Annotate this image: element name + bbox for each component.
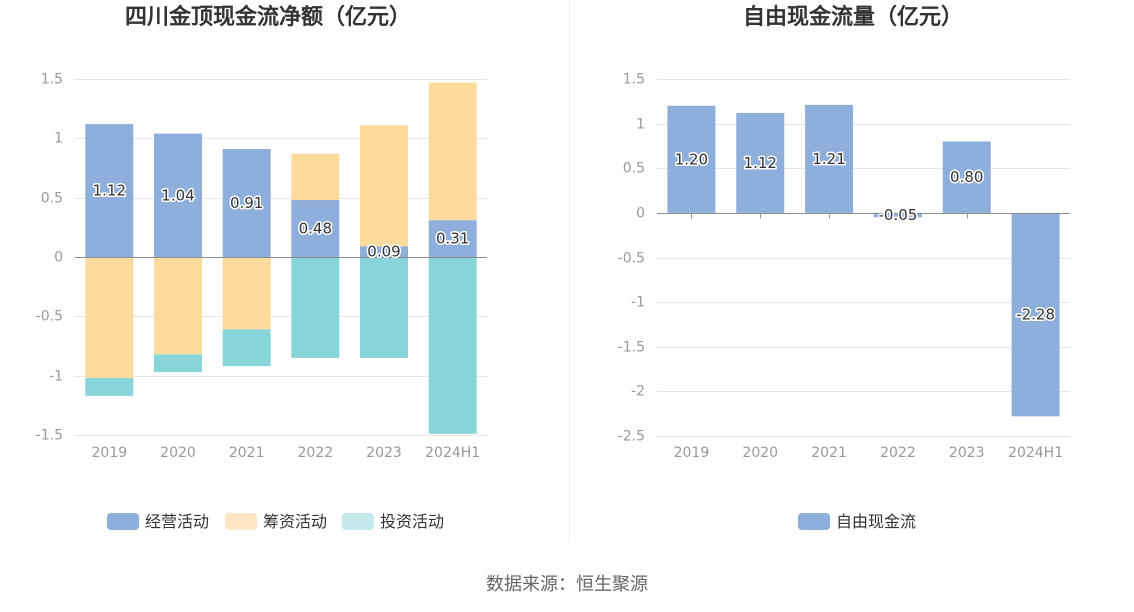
- bar: [667, 105, 716, 213]
- y-tick-label: 0.5: [41, 191, 63, 207]
- bar: [428, 82, 477, 221]
- bar: [154, 354, 202, 373]
- x-tick-label: 2023: [366, 445, 402, 461]
- x-tick-label: 2021: [229, 445, 265, 461]
- legend-label: 投资活动: [380, 512, 445, 531]
- y-tick-label: -0.5: [36, 309, 63, 325]
- bar: [360, 125, 408, 247]
- bar: [873, 212, 922, 218]
- data-label: 1.12: [93, 182, 126, 200]
- x-tick-label: 2024H1: [1008, 445, 1063, 461]
- x-tick-label: 2021: [811, 445, 847, 461]
- bar: [154, 257, 202, 355]
- bar: [154, 133, 202, 257]
- y-tick-label: -1: [631, 295, 645, 311]
- legend-swatch: [342, 513, 374, 530]
- legend-item-operating[interactable]: 经营活动: [107, 512, 209, 531]
- y-tick-label: -2: [631, 384, 645, 400]
- data-label: 1.21: [812, 150, 845, 168]
- panel-divider: [569, 0, 570, 542]
- bar: [942, 141, 991, 213]
- y-tick-label: -0.5: [618, 251, 645, 267]
- data-label: 0.31: [436, 230, 469, 248]
- bar: [428, 257, 477, 434]
- data-label: 0.91: [230, 194, 263, 212]
- bar: [85, 378, 134, 396]
- y-tick-label: -1: [49, 369, 63, 385]
- bar: [360, 246, 408, 257]
- y-tick-label: 0: [54, 250, 63, 266]
- x-tick-label: 2022: [298, 445, 334, 461]
- data-label: 1.12: [744, 154, 777, 172]
- bar: [291, 200, 340, 257]
- y-tick-label: 0: [636, 206, 645, 222]
- x-tick-label: 2022: [880, 445, 916, 461]
- data-label: 0.48: [299, 220, 332, 238]
- data-label: 0.80: [950, 168, 983, 186]
- legend-swatch: [225, 513, 257, 530]
- y-tick-label: 1.5: [41, 72, 63, 88]
- y-tick-label: 0.5: [623, 161, 645, 177]
- legend-item-financing[interactable]: 筹资活动: [225, 512, 327, 531]
- bar: [736, 112, 785, 213]
- legend-item-investing[interactable]: 投资活动: [342, 512, 444, 531]
- x-tick-label: 2024H1: [425, 445, 480, 461]
- legend-item-free-cash-flow[interactable]: 自由现金流: [798, 512, 916, 531]
- charts-canvas: 1.5 1 0.5 0 -0.5 -1 -1.5 2019 2020 2021 2022 2023 20…: [36, 72, 1070, 461]
- bar: [85, 124, 134, 258]
- chart-title: 自由现金流量（亿元）: [742, 5, 963, 30]
- bar: [291, 257, 340, 358]
- legend-label: 筹资活动: [263, 512, 328, 531]
- data-label: -0.05: [879, 206, 918, 224]
- data-label: 1.20: [675, 150, 708, 168]
- bar: [291, 153, 340, 201]
- legend-swatch: [798, 513, 830, 530]
- y-tick-label: 1: [54, 131, 63, 147]
- y-tick-label: 1: [636, 117, 645, 133]
- legend-label: 经营活动: [145, 512, 210, 531]
- x-tick-label: 2023: [949, 445, 985, 461]
- x-tick-label: 2019: [92, 445, 128, 461]
- data-label: 0.09: [367, 243, 400, 261]
- x-tick-label: 2020: [742, 445, 778, 461]
- data-label: -2.28: [1016, 306, 1055, 324]
- y-tick-label: -1.5: [36, 428, 63, 444]
- chart-title: 四川金顶现金流净额（亿元）: [124, 5, 411, 30]
- free-cash-flow-chart: 1.5 1 0.5 0 -0.5 -1 -1.5 -2 -2.5 2019 2020 2021 2022…: [618, 72, 1070, 461]
- x-tick-label: 2020: [160, 445, 196, 461]
- data-source-note: 数据来源：恒生聚源: [486, 574, 648, 595]
- bar: [360, 257, 408, 358]
- legend-label: 自由现金流: [836, 512, 917, 531]
- x-tick-label: 2019: [674, 445, 710, 461]
- data-label: 1.04: [161, 186, 194, 204]
- bar: [222, 149, 271, 257]
- bar: [222, 329, 271, 367]
- bar: [428, 220, 477, 257]
- y-tick-label: -1.5: [618, 340, 645, 356]
- legend-swatch: [107, 513, 139, 530]
- bar: [1011, 212, 1060, 417]
- bar: [222, 257, 271, 330]
- y-tick-label: -2.5: [618, 429, 645, 445]
- y-tick-label: 1.5: [623, 72, 645, 88]
- bar: [805, 104, 854, 213]
- cash-flow-net-chart: 1.5 1 0.5 0 -0.5 -1 -1.5 2019 2020 2021 2022 2023 20…: [36, 72, 487, 461]
- bar: [85, 257, 134, 379]
